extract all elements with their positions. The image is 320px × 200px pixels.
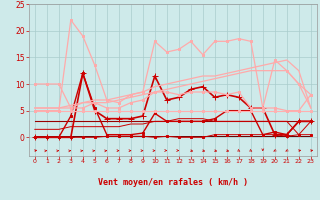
X-axis label: Vent moyen/en rafales ( km/h ): Vent moyen/en rafales ( km/h ): [98, 178, 248, 187]
